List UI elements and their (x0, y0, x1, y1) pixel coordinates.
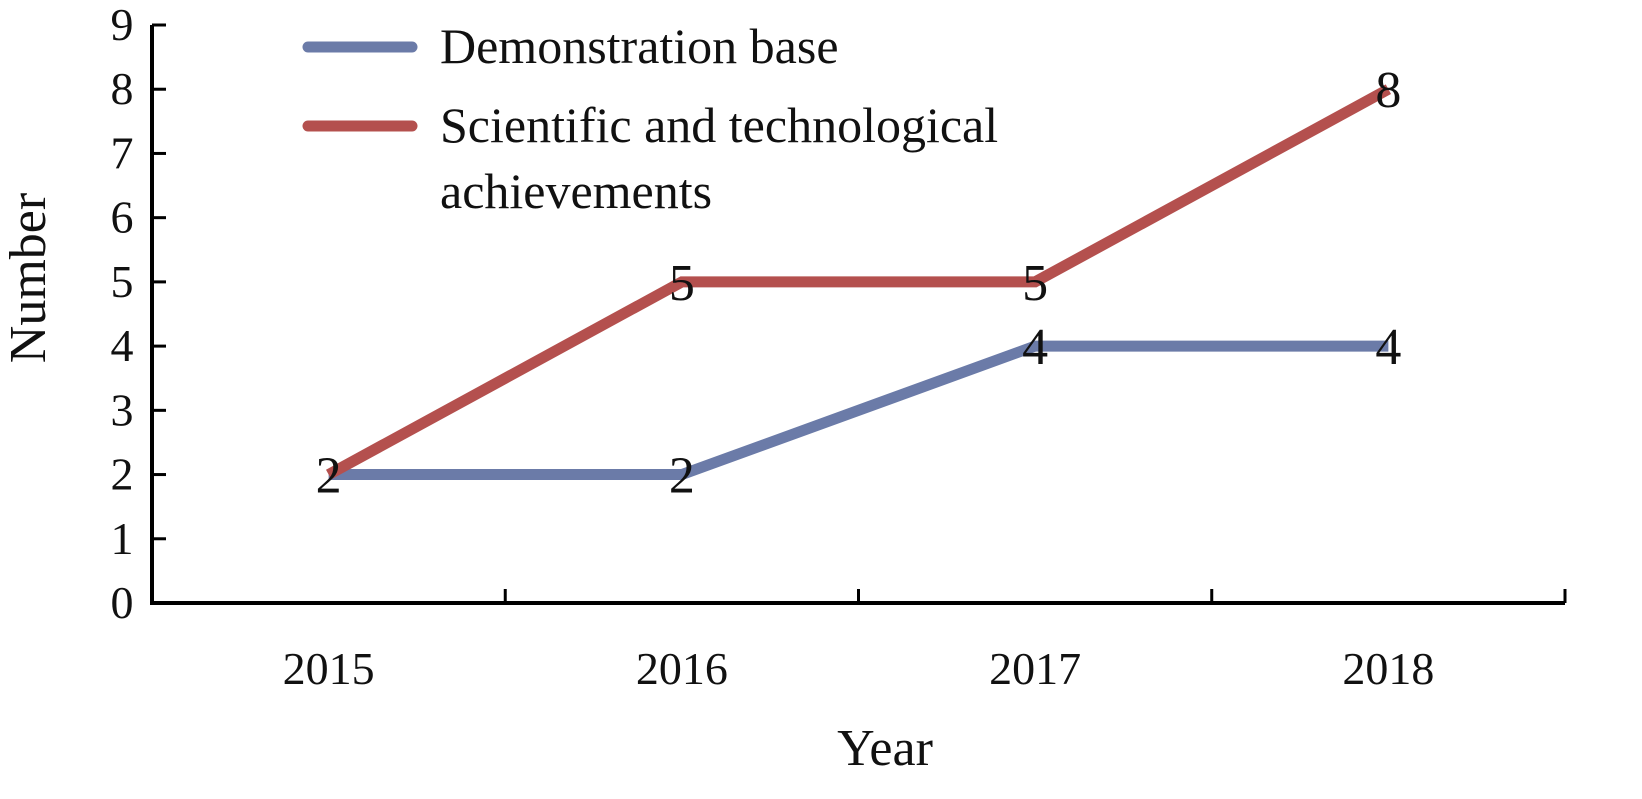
y-tick-label: 9 (111, 0, 134, 50)
series-lines (325, 84, 1392, 481)
data-label: 8 (1375, 62, 1401, 119)
legend-label: achievements (440, 163, 712, 219)
x-tick-label: 2015 (283, 643, 375, 694)
series-line-1 (328, 340, 1389, 481)
y-tick-label: 0 (111, 577, 134, 628)
data-labels: 2 2 4 4 5 5 8 (316, 62, 1402, 504)
x-tick-label: 2018 (1342, 643, 1434, 694)
legend-label: Scientific and technological (440, 97, 998, 153)
data-label: 2 (669, 448, 695, 505)
y-tick-label: 1 (111, 513, 134, 564)
y-tick-label: 7 (111, 127, 134, 178)
data-label: 2 (316, 448, 342, 505)
y-tick-label: 5 (111, 256, 134, 307)
data-label: 4 (1375, 319, 1401, 376)
legend: Demonstration base Scientific and technol… (302, 18, 998, 219)
y-tick-label: 4 (111, 320, 134, 371)
data-label: 4 (1022, 319, 1048, 376)
axes: 0 1 2 3 4 5 6 7 8 9 2015 2016 2017 2018 (111, 0, 1567, 694)
y-tick-label: 3 (111, 384, 134, 435)
series-line-2 (325, 84, 1392, 480)
y-axis-title: Number (0, 193, 57, 363)
y-tick-label: 2 (111, 449, 134, 500)
y-tick-label: 6 (111, 192, 134, 243)
data-label: 5 (1022, 255, 1048, 312)
y-tick-label: 8 (111, 63, 134, 114)
data-label: 5 (669, 255, 695, 312)
legend-label: Demonstration base (440, 18, 839, 74)
x-tick-label: 2017 (989, 643, 1081, 694)
x-axis-title: Year (837, 720, 933, 777)
x-tick-label: 2016 (636, 643, 728, 694)
